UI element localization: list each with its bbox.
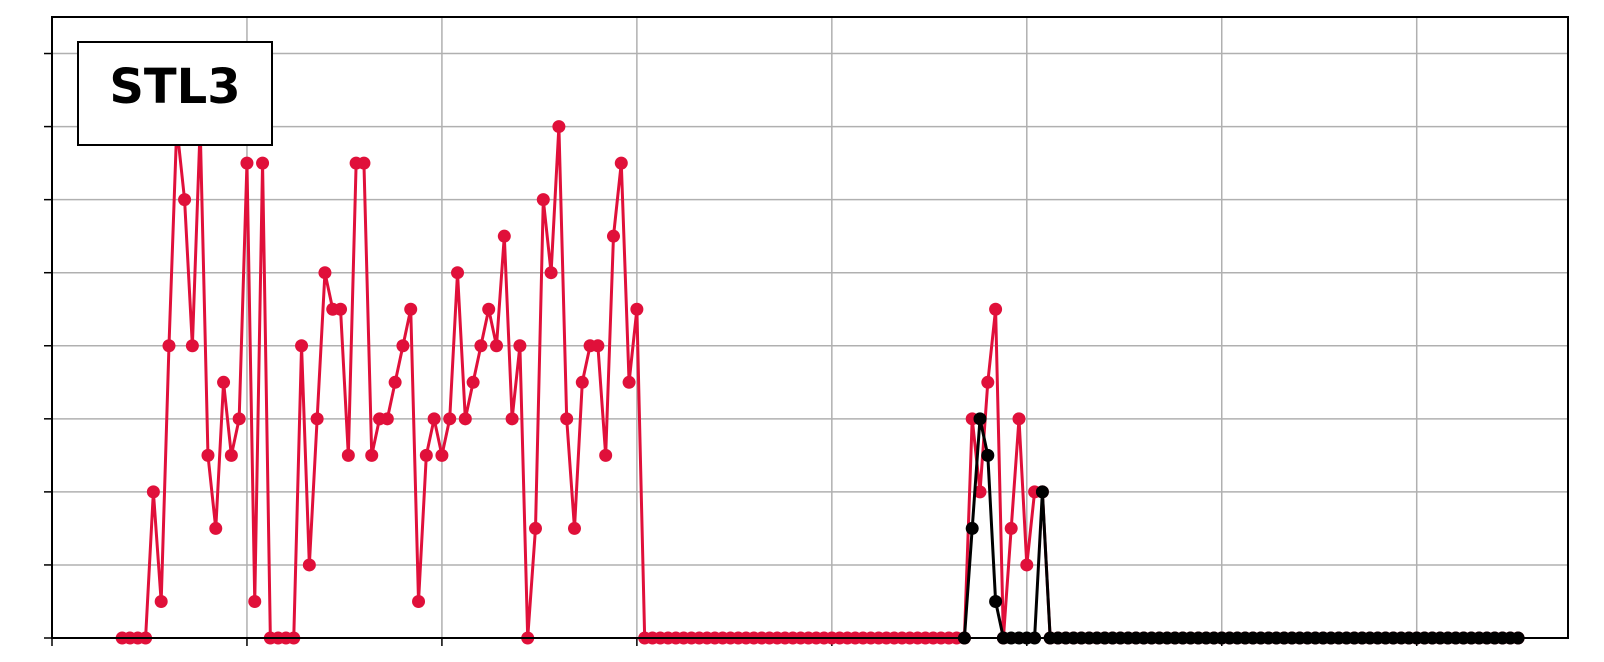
point	[365, 448, 379, 462]
point	[404, 302, 418, 316]
point	[178, 193, 192, 207]
plot-frame	[51, 16, 1569, 639]
point	[217, 375, 231, 389]
point	[412, 594, 426, 608]
point	[614, 156, 628, 170]
point	[544, 266, 558, 280]
point	[965, 521, 979, 535]
point	[427, 412, 441, 426]
point	[989, 594, 1003, 608]
point	[973, 412, 987, 426]
point	[989, 302, 1003, 316]
point	[310, 412, 324, 426]
point	[528, 521, 542, 535]
point	[599, 448, 613, 462]
point	[240, 156, 254, 170]
point	[575, 375, 589, 389]
point	[380, 412, 394, 426]
point	[435, 448, 449, 462]
point	[248, 594, 262, 608]
point	[1012, 412, 1026, 426]
point	[567, 521, 581, 535]
point	[396, 339, 410, 353]
point	[1020, 558, 1034, 572]
point	[302, 558, 316, 572]
point	[256, 156, 270, 170]
point	[295, 339, 309, 353]
point	[1004, 521, 1018, 535]
series-line	[962, 417, 1519, 640]
point	[341, 448, 355, 462]
point	[552, 120, 566, 134]
point	[466, 375, 480, 389]
point	[536, 193, 550, 207]
point	[388, 375, 402, 389]
point	[560, 412, 574, 426]
point	[357, 156, 371, 170]
point	[1035, 485, 1049, 499]
point	[505, 412, 519, 426]
point	[497, 229, 511, 243]
point	[591, 339, 605, 353]
point	[490, 339, 504, 353]
point	[606, 229, 620, 243]
point	[224, 448, 238, 462]
point	[981, 448, 995, 462]
point	[443, 412, 457, 426]
point	[513, 339, 527, 353]
point	[185, 339, 199, 353]
title-box	[77, 41, 273, 146]
point	[154, 594, 168, 608]
point	[334, 302, 348, 316]
chart-title: STL3	[109, 59, 240, 115]
lines	[115, 120, 1525, 645]
series-line	[122, 125, 1519, 640]
point	[201, 448, 215, 462]
point	[474, 339, 488, 353]
point	[458, 412, 472, 426]
point	[630, 302, 644, 316]
point	[146, 485, 160, 499]
point	[622, 375, 636, 389]
point	[419, 448, 433, 462]
point	[981, 375, 995, 389]
point	[451, 266, 465, 280]
point	[232, 412, 246, 426]
point	[318, 266, 332, 280]
point	[482, 302, 496, 316]
point	[162, 339, 176, 353]
point	[973, 485, 987, 499]
point	[209, 521, 223, 535]
